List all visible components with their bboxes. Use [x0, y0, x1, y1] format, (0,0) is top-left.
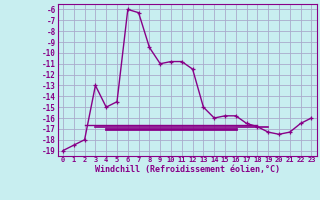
- X-axis label: Windchill (Refroidissement éolien,°C): Windchill (Refroidissement éolien,°C): [95, 165, 280, 174]
